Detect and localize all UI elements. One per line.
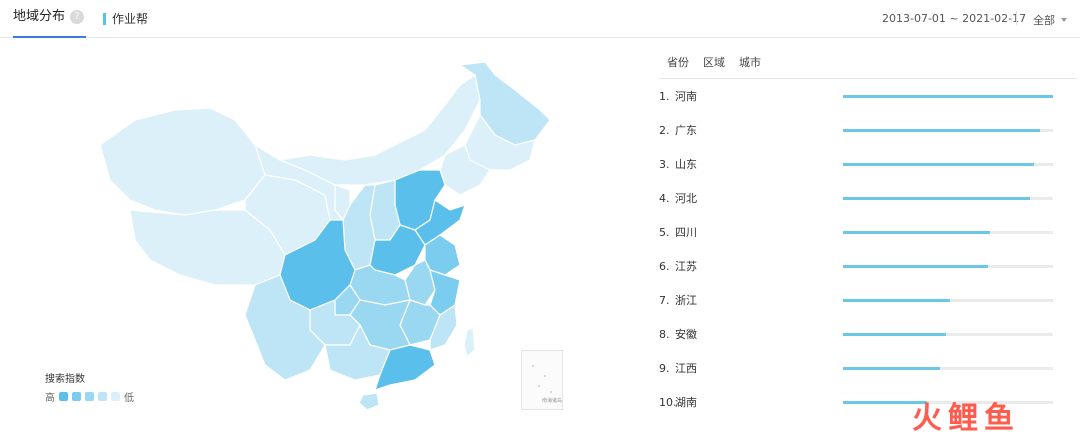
rank-number: 8. [659, 327, 670, 341]
map-svg [99, 61, 551, 411]
legend-swatch [72, 392, 81, 401]
rank-number: 6. [659, 259, 670, 273]
tab-region[interactable]: 区域 [703, 56, 725, 69]
inset-dot [532, 365, 534, 367]
bar-track [843, 196, 1053, 200]
legend-title: 搜索指数 [45, 374, 85, 385]
bar-fill [843, 162, 1035, 166]
list-item: 6. 江苏 [659, 249, 1059, 283]
tab-province[interactable]: 省份 [667, 56, 689, 69]
bar-fill [843, 332, 946, 336]
province-name: 广东 [675, 124, 697, 137]
list-item: 5. 四川 [659, 215, 1059, 249]
series-tag: 作业帮 [103, 10, 148, 27]
watermark-logo: 火 鲤 鱼 [912, 393, 1016, 435]
region-ningxia [334, 184, 351, 222]
date-range-picker[interactable]: 2013-07-01 ~ 2021-02-17 [882, 12, 1027, 25]
scope-dropdown[interactable]: 全部 [1033, 12, 1067, 28]
rank-number: 4. [659, 191, 670, 205]
list-item: 8. 安徽 [659, 317, 1059, 351]
province-name: 河南 [675, 90, 697, 103]
bar-fill [843, 264, 988, 268]
bar-fill [843, 298, 951, 302]
rank-number: 10. [659, 395, 677, 409]
watermark-char: 鱼 [984, 401, 1016, 435]
header: 地域分布 ? 作业帮 2013-07-01 ~ 2021-02-17 全部 [0, 0, 1080, 38]
bar-track [843, 298, 1053, 302]
rank-number: 2. [659, 123, 670, 137]
bar-track [843, 400, 1053, 404]
region-guangdong [374, 344, 436, 391]
region-taiwan [463, 327, 476, 359]
rank-number: 9. [659, 361, 670, 375]
list-item: 10. 湖南 [659, 385, 1059, 419]
header-divider [1016, 11, 1017, 25]
bar-track [843, 332, 1053, 336]
province-name: 安徽 [675, 328, 697, 341]
bar-track [843, 162, 1053, 166]
china-map [95, 60, 575, 420]
rank-number: 3. [659, 157, 670, 171]
ranking-divider [659, 78, 1077, 79]
bar-fill [843, 230, 990, 234]
region-xinjiang [99, 107, 266, 216]
bar-track [843, 264, 1053, 268]
ranking-list: 1. 河南 2. 广东 3. 山东 4. 河北 5. 四川 6. 江苏 7. 浙江 8. 安徽 … [659, 79, 1059, 419]
legend-low-label: 低 [124, 393, 134, 404]
list-item: 1. 河南 [659, 79, 1059, 113]
province-name: 山东 [675, 158, 697, 171]
province-name: 浙江 [675, 294, 697, 307]
bar-fill [843, 196, 1030, 200]
bar-track [843, 230, 1053, 234]
rank-number: 5. [659, 225, 670, 239]
bar-fill [843, 400, 927, 404]
province-name: 四川 [675, 226, 697, 239]
list-item: 4. 河北 [659, 181, 1059, 215]
bar-track [843, 366, 1053, 370]
legend-high-label: 高 [45, 393, 55, 404]
bar-track [843, 94, 1053, 98]
chevron-down-icon [1061, 18, 1067, 22]
region-yunnan [244, 274, 326, 381]
watermark-char: 火 [912, 401, 944, 435]
legend-scale: 高 低 [45, 389, 134, 404]
series-color-bar [103, 12, 106, 25]
rank-number: 7. [659, 293, 670, 307]
province-name: 湖南 [675, 396, 697, 409]
inset-dot [550, 391, 552, 393]
bar-track [843, 128, 1053, 132]
legend-swatch [85, 392, 94, 401]
region-fujian [429, 303, 458, 351]
series-label: 作业帮 [112, 12, 149, 26]
question-circle-icon[interactable]: ? [70, 10, 85, 24]
list-item: 2. 广东 [659, 113, 1059, 147]
region-hainan [358, 392, 380, 411]
bar-fill [843, 94, 1053, 98]
list-item: 9. 江西 [659, 351, 1059, 385]
ranking-tabs: 省份 区域 城市 [667, 54, 761, 70]
tab-city[interactable]: 城市 [739, 56, 761, 69]
bar-fill [843, 128, 1041, 132]
legend-swatch [59, 392, 68, 401]
inset-dot [538, 385, 540, 387]
watermark-char: 鲤 [948, 401, 980, 435]
list-item: 3. 山东 [659, 147, 1059, 181]
region-jiangsu [424, 234, 461, 276]
map-legend: 搜索指数 高 低 [45, 370, 134, 404]
south-china-sea-inset: 南海诸岛 [521, 350, 563, 410]
bar-fill [843, 366, 940, 370]
list-item: 7. 浙江 [659, 283, 1059, 317]
province-name: 江西 [675, 362, 697, 375]
legend-swatch [111, 392, 120, 401]
province-name: 江苏 [675, 260, 697, 273]
tab-region-distribution[interactable]: 地域分布 ? [13, 9, 87, 38]
province-name: 河北 [675, 192, 697, 205]
page-title: 地域分布 [13, 9, 66, 24]
scope-label: 全部 [1033, 14, 1055, 27]
inset-dot [544, 375, 546, 377]
legend-swatch [98, 392, 107, 401]
rank-number: 1. [659, 89, 670, 103]
inset-label: 南海诸岛 [542, 398, 563, 404]
